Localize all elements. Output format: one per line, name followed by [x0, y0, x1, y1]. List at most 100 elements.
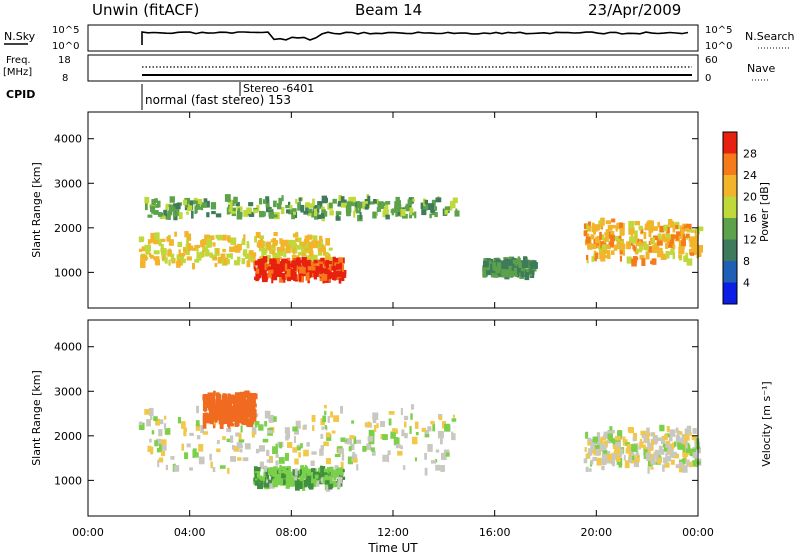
y-tick-label: 1000: [54, 266, 82, 279]
echo-cell: [158, 457, 164, 463]
echo-cell: [195, 420, 200, 427]
echo-cell: [256, 204, 260, 212]
echo-cell: [308, 480, 311, 489]
echo-cell: [314, 474, 319, 479]
echo-cell: [317, 243, 322, 248]
echo-cell: [518, 262, 523, 269]
echo-cell: [669, 436, 673, 442]
echo-cell: [603, 255, 608, 259]
power-echo-cells: [138, 194, 704, 284]
echo-cell: [677, 442, 681, 449]
echo-cell: [394, 201, 399, 208]
echo-cell: [669, 443, 674, 450]
echo-cell: [311, 211, 317, 218]
echo-cell: [486, 268, 491, 276]
echo-cell: [307, 203, 314, 208]
echo-cell: [173, 214, 178, 221]
echo-cell: [338, 448, 344, 454]
echo-cell: [242, 457, 249, 462]
echo-cell: [149, 438, 152, 443]
echo-cell: [678, 461, 683, 468]
echo-cell: [159, 215, 166, 219]
echo-cell: [258, 424, 264, 431]
echo-cell: [292, 477, 298, 481]
echo-cell: [252, 258, 255, 262]
echo-cell: [281, 261, 284, 270]
echo-cell: [282, 479, 286, 486]
echo-cell: [686, 229, 693, 233]
echo-cell: [216, 440, 220, 445]
echo-cell: [170, 253, 175, 261]
echo-cell: [222, 393, 226, 398]
echo-cell: [366, 443, 372, 451]
echo-cell: [444, 206, 449, 215]
echo-cell: [316, 206, 320, 214]
echo-cell: [222, 234, 227, 241]
echo-cell: [274, 467, 280, 474]
power-colorbar-label: Power [dB]: [758, 182, 771, 242]
echo-cell: [650, 466, 654, 470]
beam-label: Beam 14: [355, 1, 422, 19]
echo-cell: [256, 268, 260, 274]
echo-cell: [625, 448, 630, 454]
echo-cell: [613, 244, 618, 251]
echo-cell: [584, 447, 587, 453]
echo-cell: [607, 224, 613, 231]
echo-cell: [672, 252, 675, 260]
echo-cell: [277, 268, 282, 277]
echo-cell: [649, 443, 654, 451]
echo-cell: [307, 266, 314, 271]
echo-cell: [337, 201, 344, 207]
echo-cell: [669, 429, 676, 437]
echo-cell: [336, 211, 342, 216]
echo-cell: [308, 261, 315, 267]
echo-cell: [186, 443, 191, 448]
echo-cell: [202, 405, 208, 412]
echo-cell: [644, 243, 649, 251]
echo-cell: [312, 235, 318, 243]
echo-cell: [592, 456, 597, 462]
echo-cell: [168, 248, 171, 252]
echo-cell: [306, 442, 310, 447]
echo-cell: [600, 222, 604, 228]
echo-cell: [619, 248, 624, 255]
echo-cell: [158, 429, 163, 437]
echo-cell: [313, 208, 318, 217]
echo-cell: [341, 273, 345, 282]
nsky-tick-low: 10^0: [52, 41, 79, 52]
echo-cell: [647, 220, 652, 225]
echo-cell: [321, 209, 326, 216]
echo-cell: [212, 424, 216, 429]
echo-cell: [689, 239, 694, 248]
echo-cell: [529, 270, 535, 279]
echo-cell: [661, 435, 665, 441]
echo-cell: [151, 430, 155, 435]
echo-cell: [242, 400, 248, 406]
echo-cell: [634, 458, 639, 463]
echo-cell: [203, 198, 208, 206]
echo-cell: [331, 430, 336, 434]
echo-cell: [678, 247, 685, 255]
echo-cell: [647, 466, 650, 474]
echo-cell: [187, 233, 192, 241]
freq-label: Freq.: [6, 55, 31, 66]
echo-cell: [605, 232, 609, 241]
echo-cell: [424, 429, 429, 438]
echo-cell: [287, 473, 290, 481]
echo-cell: [410, 413, 413, 420]
echo-cell: [529, 265, 533, 270]
echo-cell: [626, 256, 632, 264]
echo-cell: [310, 468, 316, 473]
echo-cell: [517, 267, 521, 273]
echo-cell: [532, 260, 537, 267]
echo-cell: [665, 242, 669, 249]
echo-cell: [675, 427, 679, 433]
echo-cell: [333, 199, 337, 203]
echo-cell: [628, 455, 632, 463]
echo-cell: [680, 228, 685, 235]
echo-cell: [641, 434, 648, 439]
echo-cell: [173, 465, 180, 472]
echo-cell: [226, 400, 230, 408]
echo-cell: [412, 198, 415, 202]
echo-cell: [234, 413, 240, 418]
